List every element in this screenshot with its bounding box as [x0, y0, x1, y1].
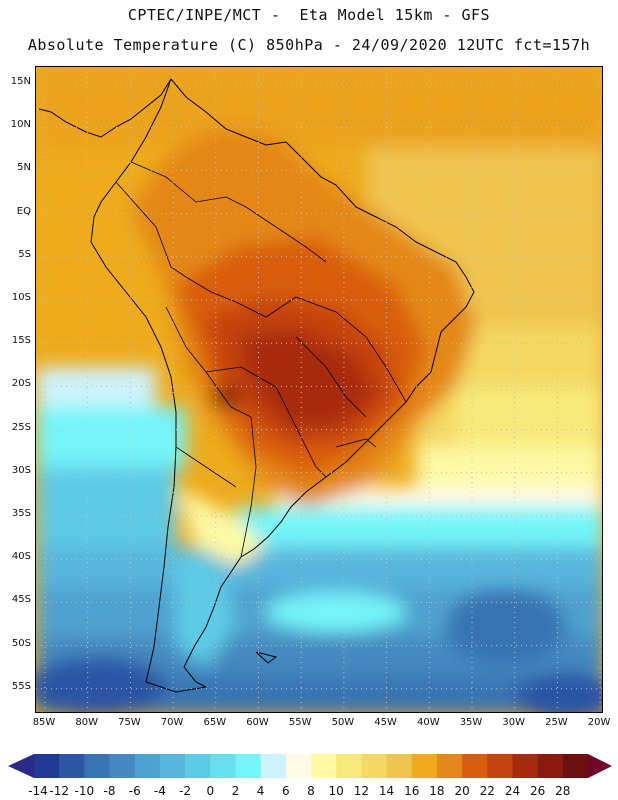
colorbar-box [537, 754, 564, 778]
colorbar-label: 18 [429, 784, 445, 798]
colorbar-box [84, 754, 111, 778]
lon-label: 80W [75, 717, 98, 728]
lat-label: 50S [11, 637, 31, 649]
lat-label: 45S [11, 594, 31, 606]
colorbar-box [159, 754, 186, 778]
lon-label: 70W [160, 717, 184, 728]
lat-label: 25S [11, 421, 31, 433]
colorbar-label: -2 [179, 784, 192, 798]
colorbar-label: 10 [328, 784, 344, 798]
title-line-2: Absolute Temperature (C) 850hPa - 24/09/… [27, 36, 591, 54]
lat-label: 5S [18, 248, 31, 260]
lon-label: 30W [502, 717, 525, 728]
lat-label: 35S [11, 508, 31, 519]
colorbar-box [336, 754, 362, 778]
lon-label: 75W [118, 717, 141, 728]
colorbar-box [562, 754, 589, 778]
colorbar-label: 4 [256, 784, 265, 798]
lon-label: 50W [331, 717, 355, 728]
colorbar-label: 6 [281, 784, 290, 798]
colorbar-label: 2 [231, 784, 240, 798]
lat-label: 55S [11, 680, 31, 692]
colorbar-label: 28 [555, 784, 571, 798]
colorbar-label: -6 [128, 784, 141, 798]
lat-label: 20S [11, 378, 31, 390]
lon-label: 25W [545, 717, 568, 728]
colorbar-label: 22 [479, 784, 495, 798]
lon-label: 60W [246, 717, 269, 728]
colorbar-label: 0 [206, 784, 215, 798]
colorbar-label: -12 [49, 784, 69, 798]
lon-label: 65W [203, 717, 227, 728]
lon-label: 85W [32, 717, 56, 728]
colorbar-label: -8 [103, 784, 116, 798]
colorbar-box [235, 754, 262, 778]
colorbar-box [210, 754, 236, 778]
colorbar-label: 24 [504, 784, 521, 798]
lat-label: 15S [11, 335, 31, 347]
lat-label: 10N [10, 119, 31, 131]
colorbar-box [134, 754, 161, 778]
colorbar-box [311, 754, 337, 778]
colorbar-label: -10 [74, 784, 95, 798]
colorbar-label: 8 [307, 784, 315, 798]
lat-label: 30S [11, 464, 31, 476]
lon-label: 45W [374, 717, 397, 728]
colorbar-label: 26 [529, 784, 546, 798]
lon-label: 55W [288, 717, 312, 728]
colorbar-box [285, 754, 312, 778]
colorbar-label: 12 [353, 784, 369, 798]
lat-label: 5N [17, 162, 31, 174]
lat-label: 10S [11, 292, 31, 303]
lon-label: 35W [459, 717, 483, 728]
lat-label: 15N [10, 76, 31, 87]
colorbar-label: 20 [454, 784, 470, 798]
colorbar-box [411, 754, 438, 778]
coastline [38, 78, 475, 693]
colorbar-label: -14 [28, 784, 48, 798]
lon-label: 20W [587, 717, 611, 728]
colorbar-high-arrow [588, 754, 612, 778]
lon-label: 40W [416, 717, 440, 728]
map-svg [36, 67, 602, 712]
colorbar-box [59, 754, 85, 778]
colorbar-box [109, 754, 136, 778]
colorbar [8, 754, 612, 778]
colorbar-label: 14 [378, 784, 395, 798]
colorbar-boxes [34, 754, 589, 778]
colorbar-low-arrow [8, 754, 34, 778]
colorbar-box [34, 754, 60, 778]
colorbar-box [386, 754, 413, 778]
colorbar-box [462, 754, 488, 778]
colorbar-label: 16 [404, 784, 420, 798]
colorbar-label: -4 [153, 784, 166, 798]
temperature-map [35, 66, 603, 713]
country-borders [115, 161, 407, 558]
colorbar-box [436, 754, 463, 778]
title-line-1: CPTEC/INPE/MCT - Eta Model 15km - GFS [127, 6, 491, 24]
colorbar-box [512, 754, 539, 778]
lat-label: EQ [16, 205, 31, 217]
lat-label: 40S [11, 551, 31, 563]
colorbar-box [361, 754, 388, 778]
colorbar-box [487, 754, 513, 778]
colorbar-box [260, 754, 287, 778]
colorbar-box [185, 754, 211, 778]
